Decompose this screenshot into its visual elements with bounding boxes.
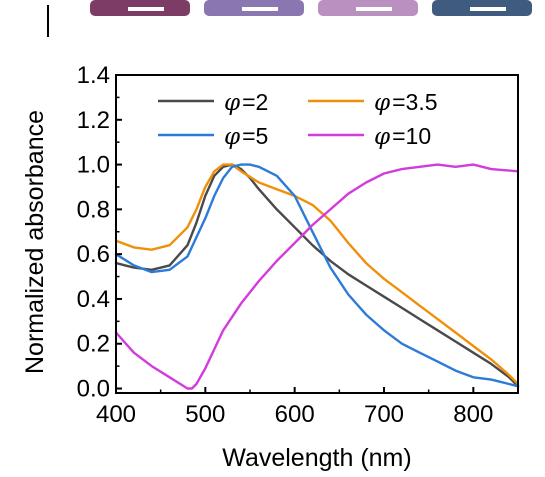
plot-area: 400 500 600 700 800 0.0 0.2 0.4 0.6 0.8 1.0 1.2 1.4 bbox=[77, 62, 520, 428]
series-line-3 bbox=[114, 163, 520, 388]
legend-label-1: φ=2 bbox=[224, 89, 268, 116]
vial-scale-bar-3 bbox=[356, 7, 392, 11]
y-tick-label: 0.6 bbox=[77, 241, 110, 268]
legend-label-3: φ=5 bbox=[224, 123, 268, 150]
x-tick-label: 400 bbox=[96, 401, 136, 428]
x-tick-label: 700 bbox=[364, 401, 404, 428]
y-tick-label: 0.2 bbox=[77, 331, 110, 358]
y-axis-title: Normalized absorbance bbox=[21, 110, 49, 374]
legend: φ=2 φ=3.5 φ=5 φ=10 bbox=[158, 89, 438, 150]
sample-vial-strip bbox=[90, 0, 532, 16]
legend-label-4: φ=10 bbox=[374, 123, 431, 150]
series-line-2 bbox=[114, 163, 520, 386]
y-tick-label: 1.0 bbox=[77, 152, 110, 179]
series-line-4 bbox=[114, 163, 520, 390]
vial-scale-bar-4 bbox=[470, 7, 506, 11]
y-axis: 0.0 0.2 0.4 0.6 0.8 1.0 1.2 1.4 bbox=[77, 62, 122, 403]
vial-scale-bar-2 bbox=[242, 7, 278, 11]
y-tick-label: 0.8 bbox=[77, 196, 110, 223]
x-axis: 400 500 600 700 800 bbox=[96, 387, 493, 428]
vial-scale-bar-1 bbox=[128, 7, 164, 11]
x-tick-label: 600 bbox=[275, 401, 315, 428]
y-tick-label: 0.4 bbox=[77, 286, 110, 313]
plot-frame bbox=[115, 74, 519, 394]
y-tick-label: 0.0 bbox=[77, 376, 110, 403]
series-layer bbox=[114, 163, 520, 390]
x-axis-title: Wavelength (nm) bbox=[222, 444, 411, 472]
series-line-1 bbox=[114, 163, 520, 388]
legend-label-2: φ=3.5 bbox=[374, 89, 438, 116]
x-tick-label: 500 bbox=[185, 401, 225, 428]
y-tick-label: 1.2 bbox=[77, 107, 110, 134]
y-tick-label: 1.4 bbox=[77, 62, 110, 89]
x-tick-label: 800 bbox=[453, 401, 493, 428]
